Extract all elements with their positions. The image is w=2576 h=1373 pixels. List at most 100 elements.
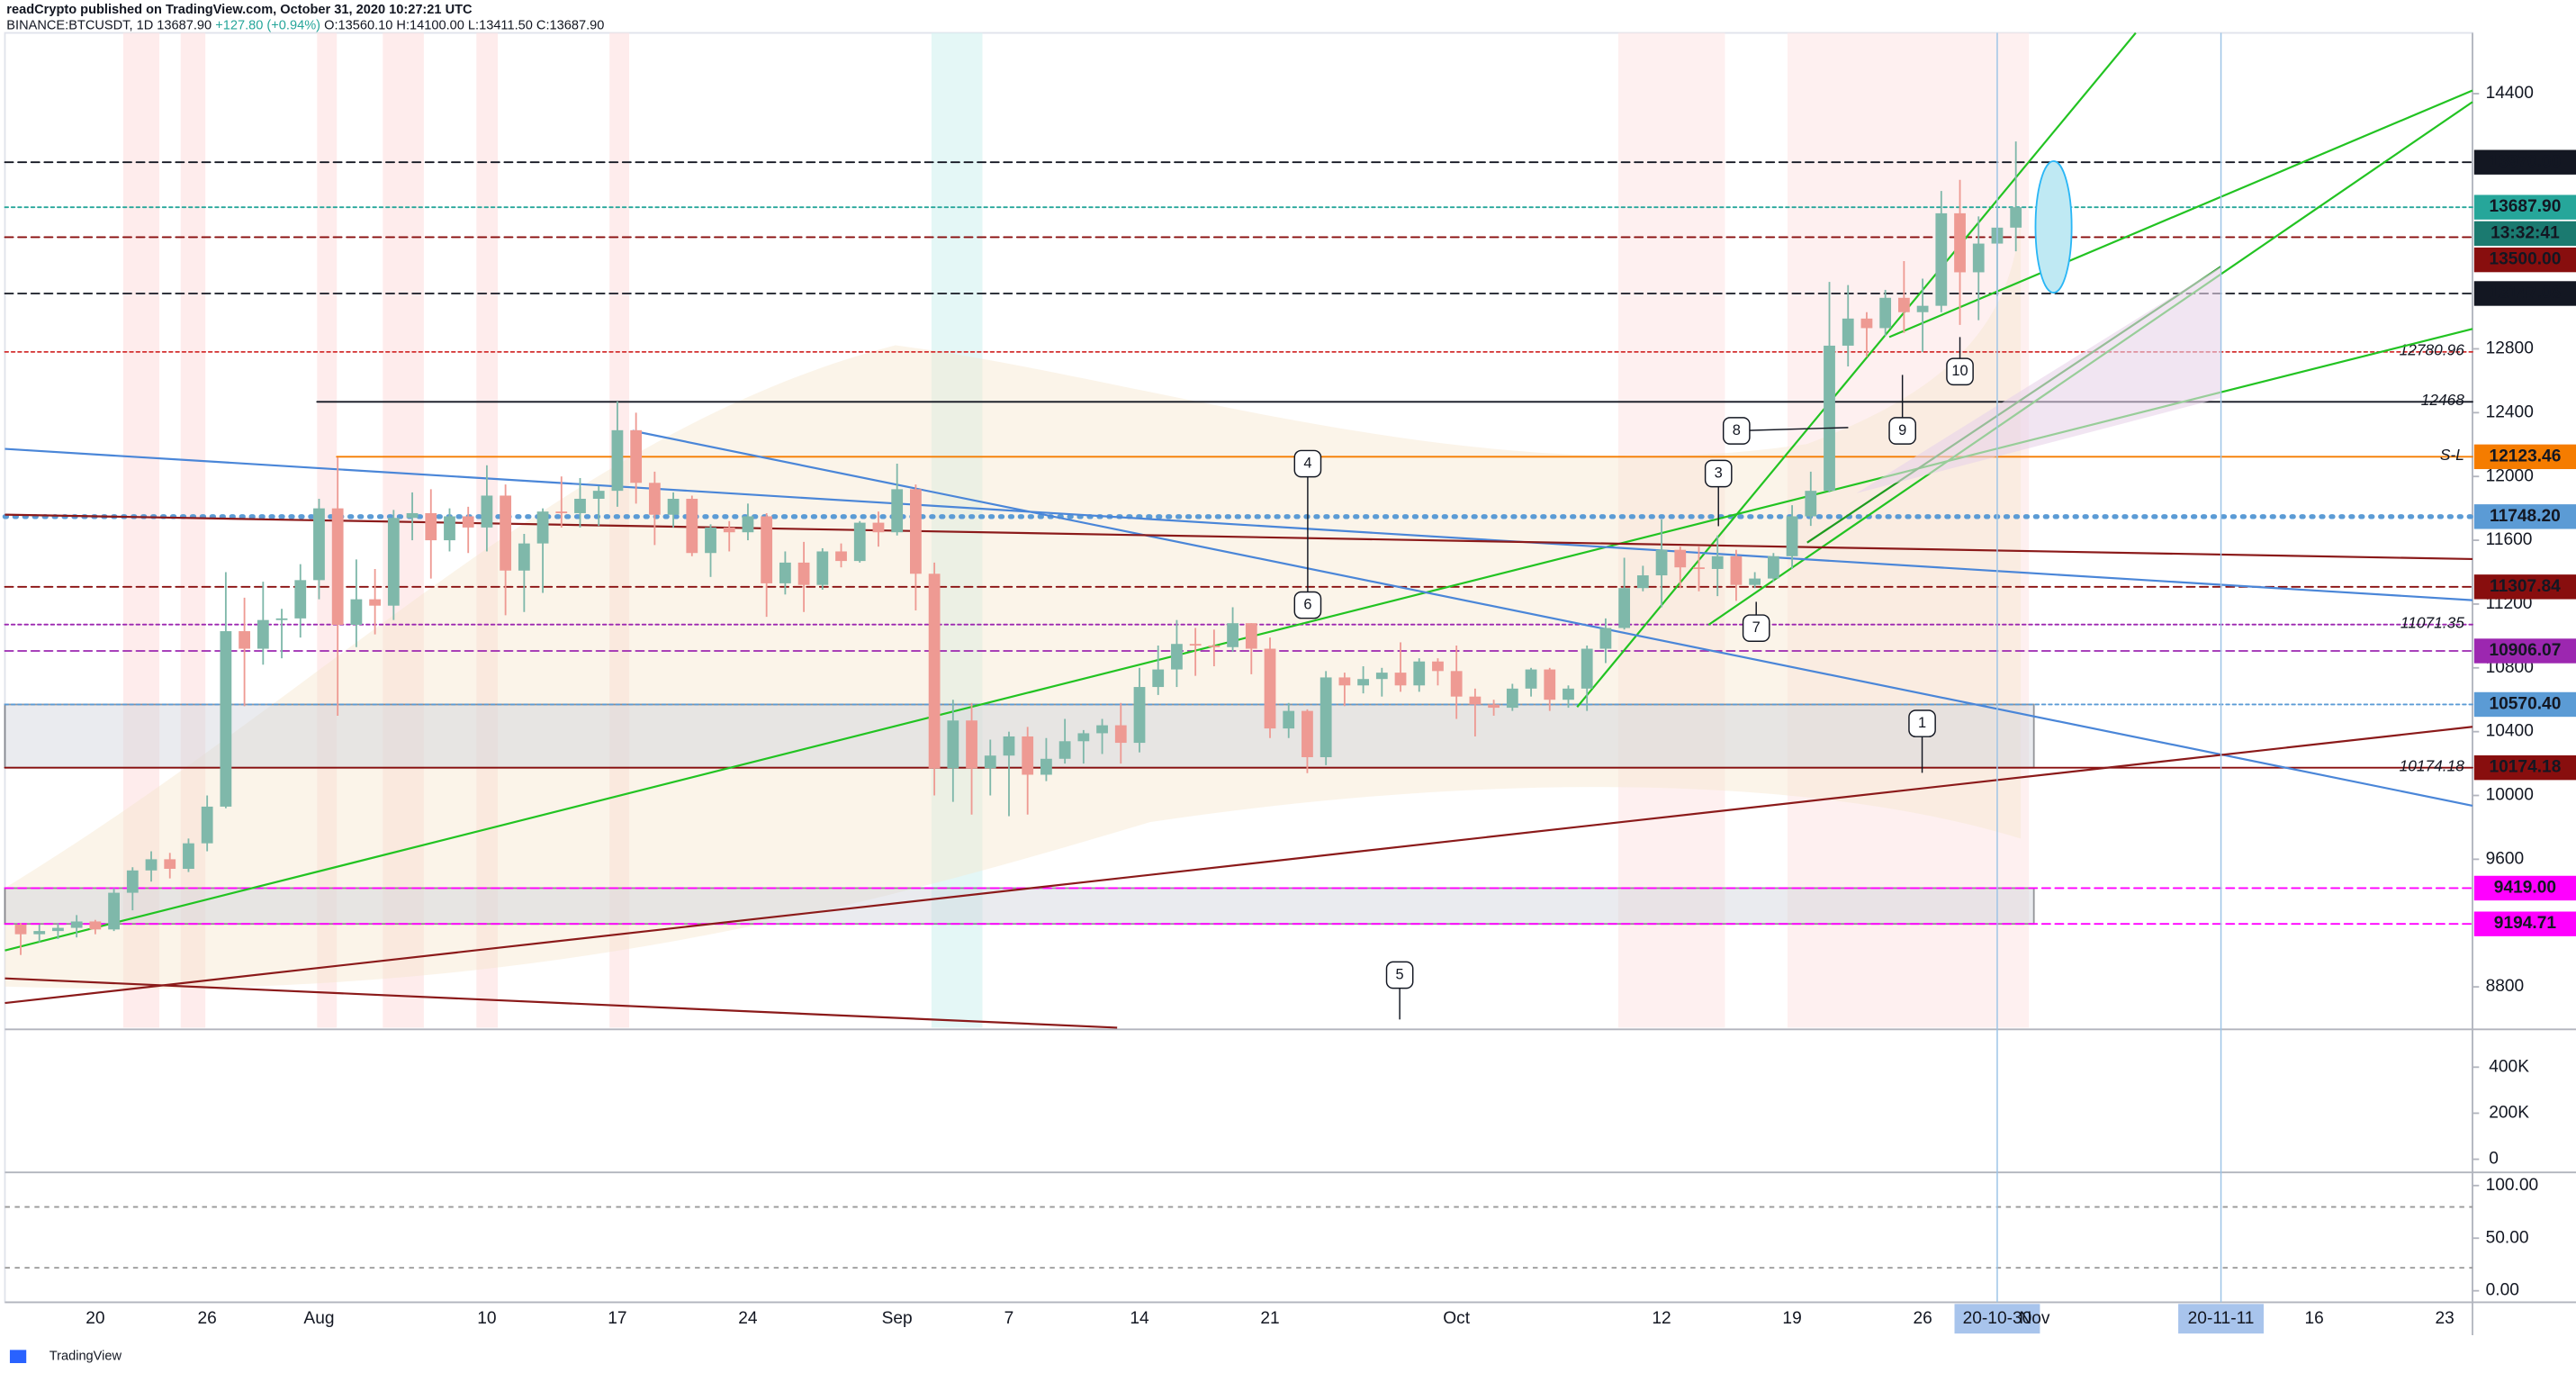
trend-line bbox=[632, 429, 2473, 807]
close: C:13687.90 bbox=[536, 18, 604, 32]
candle-body bbox=[145, 859, 158, 871]
x-tick-label: Oct bbox=[1443, 1309, 1470, 1328]
x-tick-label: 23 bbox=[2436, 1309, 2454, 1328]
candle-body bbox=[574, 499, 586, 513]
projection-area bbox=[1856, 266, 2221, 493]
candle-body bbox=[1040, 758, 1052, 775]
candle-body bbox=[1264, 648, 1276, 729]
level-note: 10174.18 bbox=[2400, 756, 2465, 774]
price-tag: 13970.00 bbox=[2489, 152, 2561, 171]
price-tag-box bbox=[2473, 247, 2576, 273]
candle-body bbox=[630, 429, 643, 483]
callout-label: 6 bbox=[1303, 596, 1311, 612]
zone-box bbox=[4, 703, 2035, 769]
x-tick-label: 24 bbox=[738, 1309, 758, 1328]
candle-body bbox=[1152, 669, 1165, 688]
highlight-band bbox=[609, 32, 630, 1028]
candle-body bbox=[1599, 628, 1612, 649]
candle-body bbox=[1693, 567, 1705, 570]
x-tick-label: 16 bbox=[2304, 1309, 2323, 1328]
price-tag: 10570.40 bbox=[2489, 695, 2561, 714]
callout-box bbox=[1293, 449, 1322, 478]
candle-body bbox=[108, 892, 120, 930]
price-tag: 12123.46 bbox=[2489, 447, 2561, 465]
candle-body bbox=[294, 580, 307, 619]
trend-line bbox=[5, 447, 2473, 601]
candle-body bbox=[1786, 516, 1798, 556]
callout-label: 8 bbox=[1733, 422, 1741, 438]
x-tick-label: 7 bbox=[1004, 1309, 1014, 1328]
candle-body bbox=[183, 843, 194, 870]
candle-body bbox=[835, 551, 847, 562]
candle-body bbox=[1935, 212, 1948, 306]
candle-body bbox=[1544, 669, 1556, 700]
countdown-tag-box bbox=[2473, 221, 2576, 247]
price-tag-box bbox=[2473, 281, 2576, 306]
x-tick-label: Nov bbox=[2019, 1309, 2049, 1328]
candle-body bbox=[742, 516, 754, 533]
trend-line bbox=[5, 513, 2473, 561]
candle-body bbox=[1655, 549, 1668, 576]
callout-label: 5 bbox=[1396, 966, 1404, 982]
candle-body bbox=[648, 483, 661, 515]
candle-body bbox=[1003, 736, 1015, 756]
callout-pointer bbox=[1736, 427, 1849, 432]
candle-body bbox=[910, 489, 922, 574]
candle-body bbox=[1711, 556, 1724, 569]
callout-label: 7 bbox=[1752, 619, 1761, 636]
candle-body bbox=[984, 755, 996, 769]
candle-body bbox=[89, 921, 102, 930]
brand-icon bbox=[9, 1350, 27, 1364]
candle-body bbox=[1842, 318, 1854, 346]
x-tick-label: 26 bbox=[1913, 1309, 1932, 1328]
candle-body bbox=[369, 599, 382, 606]
candle-body bbox=[872, 522, 885, 533]
osc-tick-label: 0.00 bbox=[2486, 1281, 2519, 1300]
candle-body bbox=[70, 921, 83, 928]
zone-box bbox=[4, 887, 2035, 926]
candle-body bbox=[1581, 648, 1593, 689]
level-note: 12780.96 bbox=[2400, 341, 2465, 359]
symbol: BINANCE:BTCUSDT, 1D bbox=[6, 18, 153, 32]
candle-body bbox=[444, 516, 455, 541]
candle-body bbox=[853, 522, 866, 562]
price-tag: 13500.00 bbox=[2489, 250, 2561, 269]
candle-body bbox=[1488, 704, 1500, 709]
candle-body bbox=[705, 527, 716, 554]
candle-body bbox=[518, 543, 530, 571]
price-tag-box bbox=[2473, 754, 2576, 781]
price-tag-box bbox=[2473, 149, 2576, 175]
candle-body bbox=[667, 499, 680, 515]
candle-body bbox=[2010, 207, 2022, 228]
candle-body bbox=[52, 927, 64, 932]
change: +127.80 (+0.94%) bbox=[215, 18, 320, 32]
candle-body bbox=[1618, 588, 1631, 628]
footer-brand: TradingView bbox=[50, 1350, 122, 1364]
candle-body bbox=[1283, 710, 1295, 729]
callout-box bbox=[1888, 417, 1916, 445]
candle-body bbox=[1413, 661, 1426, 686]
callout-box bbox=[1293, 591, 1322, 619]
candle-body bbox=[816, 551, 829, 585]
price-tag-box bbox=[2473, 194, 2576, 220]
candle-body bbox=[257, 619, 269, 649]
callout-box bbox=[1908, 709, 1936, 737]
highlight-band bbox=[1787, 32, 2030, 1028]
volume-tick-label: 200K bbox=[2489, 1103, 2529, 1122]
x-tick-label: 20-10-30 bbox=[1963, 1309, 2032, 1328]
y-tick-label: 8800 bbox=[2486, 977, 2525, 996]
candle-body bbox=[761, 516, 773, 583]
candle-body bbox=[1954, 212, 1966, 273]
candle-body bbox=[406, 512, 419, 519]
candle-body bbox=[387, 518, 400, 606]
price-tag: 10174.18 bbox=[2489, 758, 2561, 777]
price-tag-box bbox=[2473, 911, 2576, 936]
candle-body bbox=[1320, 677, 1332, 758]
candle-body bbox=[928, 574, 941, 769]
candle-body bbox=[1972, 243, 1985, 273]
countdown-tag: 13:32:41 bbox=[2490, 223, 2560, 242]
candle-body bbox=[220, 631, 232, 807]
x-tick-label: Aug bbox=[303, 1309, 334, 1328]
